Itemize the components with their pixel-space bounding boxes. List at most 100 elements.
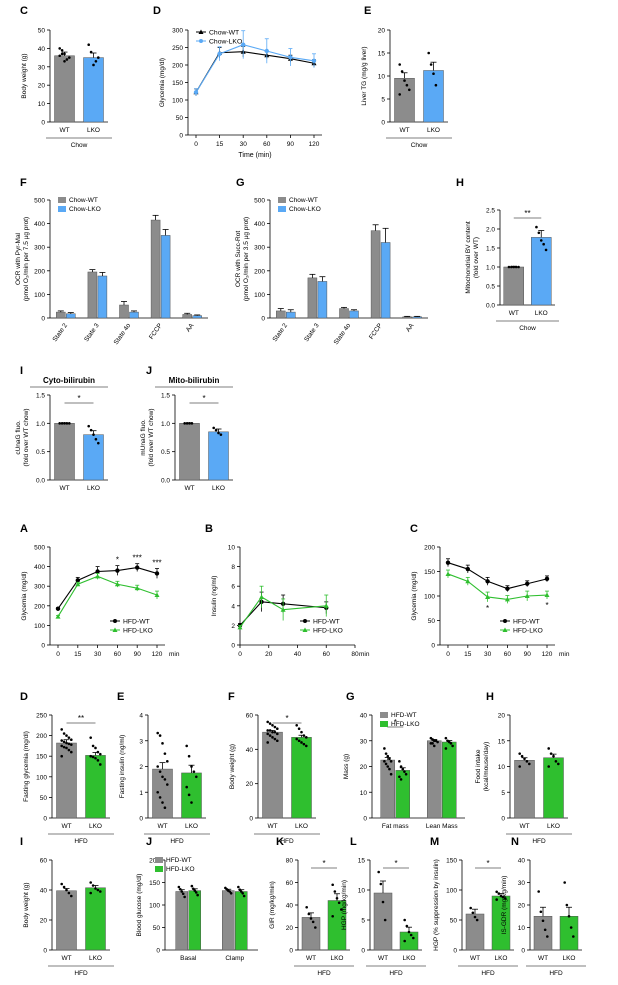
chart-panel-j3: J 0 50 100 150 200 Blood glucose (mg/dl) Basal C…	[136, 836, 258, 962]
bar	[179, 423, 200, 481]
data-marker	[544, 576, 550, 582]
data-point	[404, 772, 408, 776]
significance-mark: ***	[133, 554, 142, 563]
data-point	[297, 727, 301, 731]
data-point	[520, 754, 524, 758]
x-tick-label: AA	[185, 322, 196, 334]
y-axis-label: Glycemia (mg/dl)	[21, 571, 28, 620]
bar	[427, 740, 442, 819]
data-point	[68, 56, 71, 59]
y-tick-label: 1.0	[36, 421, 45, 428]
x-axis-unit: min	[559, 651, 570, 658]
group-label: HFD	[74, 970, 88, 977]
data-marker	[154, 571, 160, 576]
data-marker	[134, 585, 140, 591]
data-point	[314, 926, 317, 929]
legend-marker	[112, 627, 118, 632]
data-point	[60, 882, 63, 886]
data-point	[217, 431, 220, 435]
legend-label: Chow-LKO	[209, 39, 242, 46]
data-point	[89, 50, 93, 54]
bar	[514, 760, 535, 819]
x-tick-label: FCCP	[148, 322, 164, 341]
data-marker	[217, 51, 222, 56]
legend-swatch	[155, 866, 163, 872]
series-line	[447, 562, 548, 590]
y-tick-label: 20	[378, 28, 386, 35]
y-tick-label: 0	[289, 948, 293, 955]
x-tick-label: State 4o	[333, 322, 353, 346]
y-tick-label: 40	[40, 888, 48, 895]
data-point	[403, 918, 406, 922]
data-point	[340, 908, 343, 911]
y-axis-label: HGP (mg/kg/min)	[341, 880, 348, 930]
y-tick-label: 150	[149, 880, 160, 887]
y-tick-label: 0	[453, 948, 457, 955]
data-point	[185, 744, 188, 748]
data-point	[434, 83, 438, 87]
data-point	[504, 897, 507, 900]
data-marker	[264, 48, 269, 54]
data-point	[70, 738, 73, 742]
data-marker	[75, 578, 81, 583]
x-tick-label: LKO	[87, 485, 100, 492]
data-point	[400, 70, 404, 73]
y-tick-label: 50	[428, 618, 436, 625]
y-tick-label: 500	[34, 545, 45, 552]
x-tick-label: WT	[519, 823, 529, 830]
data-point	[92, 433, 95, 436]
data-point	[401, 767, 405, 771]
y-tick-label: 8	[231, 564, 235, 571]
legend-label: HFD-WT	[166, 857, 192, 864]
data-point	[163, 806, 167, 809]
data-point	[89, 736, 92, 739]
chart-panel-d2: D 0 50 100 150 200 250 Fasting glycemia (mg/dl)…	[20, 691, 114, 845]
y-tick-label: 20	[360, 764, 368, 771]
data-point	[383, 760, 386, 763]
data-point	[407, 930, 411, 934]
y-axis-label: HGP (% suppression by insulin)	[433, 859, 440, 951]
bar	[56, 890, 77, 951]
y-tick-label: 15	[378, 51, 386, 58]
x-tick-label: 90	[134, 651, 142, 658]
chart-panel-f2: F 0 20 40 60 Body weight (g) WT LKO HFD *	[228, 691, 320, 845]
chart-panel-g2: G 0 10 20 30 40 Mass (g) Fat mass Lean Mass *HFD-…	[343, 691, 465, 830]
panel-label: H	[486, 691, 494, 703]
x-tick-label: LKO	[494, 955, 507, 962]
data-point	[60, 52, 64, 56]
data-point	[331, 883, 334, 887]
y-tick-label: 50	[176, 115, 184, 122]
data-point	[309, 917, 313, 920]
x-tick-label: LKO	[89, 955, 102, 962]
data-point	[539, 910, 543, 914]
legend-marker	[198, 29, 204, 34]
y-tick-label: 0	[43, 816, 47, 823]
x-tick-label: 60	[323, 651, 331, 658]
data-point	[567, 914, 571, 918]
data-point	[89, 881, 92, 884]
chart-panel-i3: I 0 20 40 60 Body weight (g) WT LKO HFD	[20, 836, 114, 977]
series-line	[57, 567, 158, 610]
data-marker	[323, 603, 329, 608]
y-tick-label: 200	[149, 858, 160, 865]
data-point	[161, 742, 164, 745]
bar	[307, 277, 318, 319]
data-marker	[135, 565, 140, 570]
y-axis-label-2: (pmol O₂/min per 3.5 µg prot)	[243, 217, 250, 301]
y-tick-label: 1.5	[486, 246, 495, 253]
x-tick-label: 30	[240, 141, 248, 148]
data-point	[268, 722, 272, 725]
data-point	[65, 741, 68, 745]
y-tick-label: 1	[139, 790, 143, 797]
data-point	[156, 731, 159, 735]
y-tick-label: 40	[246, 747, 254, 754]
y-axis-label: cUnaG fluo.	[15, 420, 22, 455]
x-tick-label: WT	[157, 823, 167, 830]
y-tick-label: 1.0	[161, 421, 170, 428]
data-marker	[75, 581, 81, 587]
data-point	[333, 890, 337, 893]
y-axis-label: Body weight (g)	[23, 882, 30, 927]
x-tick-label: State 3	[83, 322, 101, 343]
x-tick-label: LKO	[87, 127, 100, 134]
